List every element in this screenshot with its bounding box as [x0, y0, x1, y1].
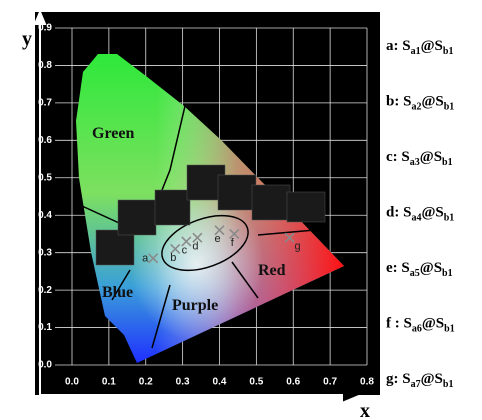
x-tick-label: 0.6 [286, 377, 300, 388]
y-tick-label: 0.0 [38, 360, 52, 371]
point [170, 243, 181, 254]
point [181, 236, 192, 247]
legend-sub: b1 [443, 379, 454, 390]
legend-sub: a2 [411, 102, 421, 113]
legend-text: @S [420, 260, 442, 276]
legend-text: @S [420, 149, 442, 165]
legend-text: e: S [386, 260, 410, 276]
region-label: Blue [102, 284, 133, 301]
x-tick-label: 0.5 [249, 377, 263, 388]
legend-entry: d: Sa4@Sb1 [386, 205, 454, 224]
y-tick-label: 0.3 [38, 247, 52, 258]
legend-entry: g: Sa7@Sb1 [386, 371, 453, 390]
legend-sub: a3 [410, 157, 420, 168]
legend-text: a: S [386, 38, 411, 54]
legend-text: g: S [386, 371, 411, 387]
y-tick-label: 0.5 [38, 172, 52, 183]
region-label: Green [92, 125, 134, 142]
y-tick-label: 0.1 [38, 322, 52, 333]
legend-text: d: S [386, 205, 411, 221]
legend-text: @S [421, 38, 443, 54]
y-tick-label: 0.2 [38, 285, 52, 296]
legend-text: @S [421, 371, 443, 387]
x-tick-label: 0.4 [213, 377, 227, 388]
legend-text: @S [421, 94, 443, 110]
legend-text: @S [422, 316, 444, 332]
x-tick-label: 0.0 [65, 377, 79, 388]
legend-text: c: S [386, 149, 410, 165]
legend-entry: e: Sa5@Sb1 [386, 260, 453, 279]
point [192, 232, 203, 243]
point-label: b [170, 252, 176, 264]
x-tick-label: 0.7 [323, 377, 337, 388]
point-label: e [214, 233, 220, 245]
y-tick-label: 0.6 [38, 135, 52, 146]
y-tick-label: 0.8 [38, 60, 52, 71]
legend-text: @S [421, 205, 443, 221]
legend-sub: b1 [444, 324, 455, 335]
legend-sub: b1 [442, 157, 453, 168]
legend-entry: a: Sa1@Sb1 [386, 38, 453, 57]
region-label: Red [258, 262, 286, 279]
legend-entry: b: Sa2@Sb1 [386, 94, 454, 113]
legend-sub: a4 [411, 213, 421, 224]
x-tick-label: 0.1 [102, 377, 116, 388]
x-tick-label: 0.8 [360, 377, 374, 388]
legend-sub: b1 [444, 213, 455, 224]
legend-text: b: S [386, 94, 411, 110]
axes [33, 9, 359, 402]
point [148, 253, 159, 264]
chromaticity-locus [76, 54, 344, 363]
y-tick-label: 0.9 [38, 23, 52, 34]
point [284, 232, 295, 243]
x-tick-label: 0.3 [176, 377, 190, 388]
legend-sub: a6 [412, 324, 422, 335]
point-label: d [192, 241, 198, 253]
point [214, 225, 225, 236]
point-label: g [295, 241, 301, 253]
point-label: c [182, 244, 188, 256]
legend-text: f : S [386, 316, 412, 332]
point-label: a [142, 252, 149, 264]
legend-sub: b1 [442, 268, 453, 279]
x-tick-label: 0.2 [139, 377, 153, 388]
legend-entry: c: Sa3@Sb1 [386, 149, 453, 168]
point [229, 228, 240, 240]
legend-sub: b1 [444, 102, 455, 113]
y-tick-label: 0.7 [38, 98, 52, 109]
legend-sub: a1 [411, 46, 421, 57]
point-label: f [231, 237, 235, 249]
region-label: Purple [172, 297, 218, 314]
x-axis-label: x [360, 400, 370, 420]
legend-sub: a7 [411, 379, 421, 390]
legend-entry: f : Sa6@Sb1 [386, 316, 455, 335]
y-tick-label: 0.4 [38, 210, 52, 221]
y-axis-label: y [22, 28, 32, 50]
legend-sub: b1 [443, 46, 454, 57]
legend-sub: a5 [410, 268, 420, 279]
